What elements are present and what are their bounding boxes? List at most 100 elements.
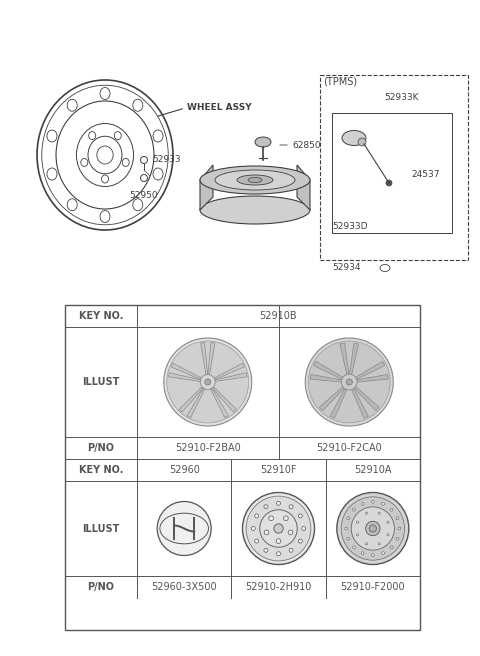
Ellipse shape [200,166,310,194]
Polygon shape [330,388,347,419]
Circle shape [302,527,306,531]
Circle shape [351,507,395,550]
Text: 52910B: 52910B [260,311,297,321]
Circle shape [276,539,281,543]
Text: ILLUST: ILLUST [82,377,120,387]
Polygon shape [208,342,215,375]
Text: KEY NO.: KEY NO. [79,311,123,321]
Ellipse shape [255,137,271,147]
Bar [320,75,468,260]
Circle shape [289,548,293,552]
Polygon shape [352,388,368,419]
Circle shape [387,521,389,523]
Text: 52960: 52960 [169,465,200,475]
Text: 52910-F2000: 52910-F2000 [340,582,405,592]
Circle shape [357,534,359,536]
Circle shape [341,374,357,390]
Circle shape [358,138,366,146]
Circle shape [260,510,297,547]
Circle shape [361,502,364,505]
Circle shape [164,338,252,426]
Polygon shape [349,343,359,375]
Text: 52960-3X500: 52960-3X500 [151,582,217,592]
Circle shape [167,341,249,423]
Text: 52933K: 52933K [384,93,419,102]
Text: (TPMS): (TPMS) [323,77,357,87]
Text: 62850: 62850 [292,140,321,150]
Text: 52910-F2BA0: 52910-F2BA0 [175,443,240,453]
Polygon shape [310,375,342,382]
Ellipse shape [215,170,295,190]
Circle shape [365,512,368,514]
Text: P/NO: P/NO [87,443,115,453]
Circle shape [396,517,399,520]
Circle shape [284,516,288,521]
Circle shape [346,379,352,385]
Bar [332,113,452,233]
Circle shape [204,379,211,385]
Polygon shape [356,361,385,379]
Polygon shape [201,342,208,375]
Circle shape [157,501,211,556]
Polygon shape [297,165,310,210]
Polygon shape [215,373,247,381]
Circle shape [246,496,311,561]
Ellipse shape [342,131,366,146]
Ellipse shape [248,178,262,182]
Circle shape [378,512,380,514]
Circle shape [390,546,393,548]
Polygon shape [171,363,202,380]
Polygon shape [214,363,244,380]
Circle shape [347,537,349,540]
Text: 52910-F2CA0: 52910-F2CA0 [316,443,382,453]
Circle shape [276,552,280,556]
Circle shape [288,530,293,535]
Circle shape [386,180,392,186]
Circle shape [382,502,384,505]
Circle shape [200,375,215,390]
Bar [65,305,420,630]
Circle shape [276,501,280,505]
Polygon shape [357,375,388,382]
Circle shape [390,508,393,511]
Text: 52950: 52950 [130,191,158,200]
Circle shape [372,554,374,556]
Circle shape [361,552,364,554]
Text: 52910-2H910: 52910-2H910 [245,582,312,592]
Text: 24537: 24537 [412,170,440,179]
Ellipse shape [200,196,310,224]
Circle shape [396,537,399,540]
Polygon shape [340,343,349,375]
Polygon shape [319,386,344,411]
Ellipse shape [237,175,273,185]
Text: KEY NO.: KEY NO. [79,465,123,475]
Polygon shape [179,387,203,412]
Text: WHEEL ASSY: WHEEL ASSY [187,104,252,112]
Circle shape [308,341,390,423]
Polygon shape [354,386,379,411]
Circle shape [353,546,355,548]
Text: 52910A: 52910A [354,465,392,475]
Circle shape [347,517,349,520]
Circle shape [264,530,269,535]
Circle shape [366,522,380,536]
Circle shape [337,493,409,565]
Circle shape [378,543,380,545]
Polygon shape [200,165,213,210]
Circle shape [274,524,283,533]
Circle shape [269,516,274,521]
Circle shape [345,527,348,530]
Circle shape [299,539,302,543]
Polygon shape [211,388,228,418]
Text: 52933D: 52933D [332,222,368,231]
Circle shape [357,521,359,523]
Circle shape [382,552,384,554]
Text: ILLUST: ILLUST [82,523,120,533]
Circle shape [252,527,255,531]
Polygon shape [168,373,201,381]
Polygon shape [314,361,343,379]
Text: 52933: 52933 [152,155,180,165]
Circle shape [365,543,368,545]
Circle shape [305,338,393,426]
Circle shape [264,504,268,508]
